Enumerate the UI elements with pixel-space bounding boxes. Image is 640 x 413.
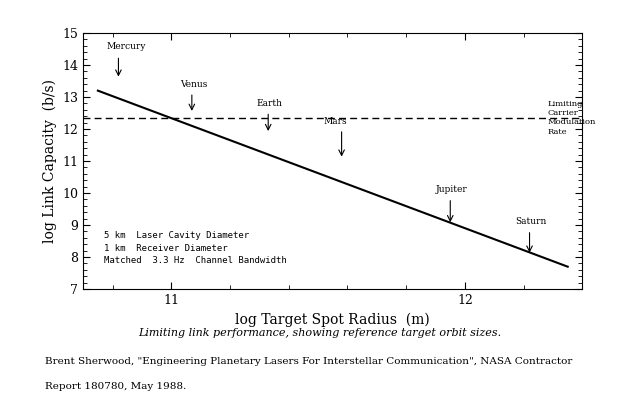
Text: 1 km  Receiver Diameter: 1 km Receiver Diameter <box>104 244 227 253</box>
Text: Earth: Earth <box>257 99 282 108</box>
Y-axis label: log Link Capacity  (b/s): log Link Capacity (b/s) <box>42 79 57 243</box>
Text: Venus: Venus <box>180 80 207 89</box>
Text: Limiting
Carrier
Modulation
Rate: Limiting Carrier Modulation Rate <box>547 100 596 135</box>
Text: Jupiter: Jupiter <box>436 185 467 194</box>
Text: Brent Sherwood, "Engineering Planetary Lasers For Interstellar Communication", N: Brent Sherwood, "Engineering Planetary L… <box>45 357 572 366</box>
Text: 5 km  Laser Cavity Diameter: 5 km Laser Cavity Diameter <box>104 231 249 240</box>
Text: Mercury: Mercury <box>107 42 146 51</box>
Text: Mars: Mars <box>324 117 348 126</box>
Text: Matched  3.3 Hz  Channel Bandwidth: Matched 3.3 Hz Channel Bandwidth <box>104 256 287 265</box>
Text: Report 180780, May 1988.: Report 180780, May 1988. <box>45 382 186 391</box>
Text: Saturn: Saturn <box>515 217 546 226</box>
X-axis label: log Target Spot Radius  (m): log Target Spot Radius (m) <box>236 313 430 327</box>
Text: Limiting link performance, showing reference target orbit sizes.: Limiting link performance, showing refer… <box>138 328 502 338</box>
